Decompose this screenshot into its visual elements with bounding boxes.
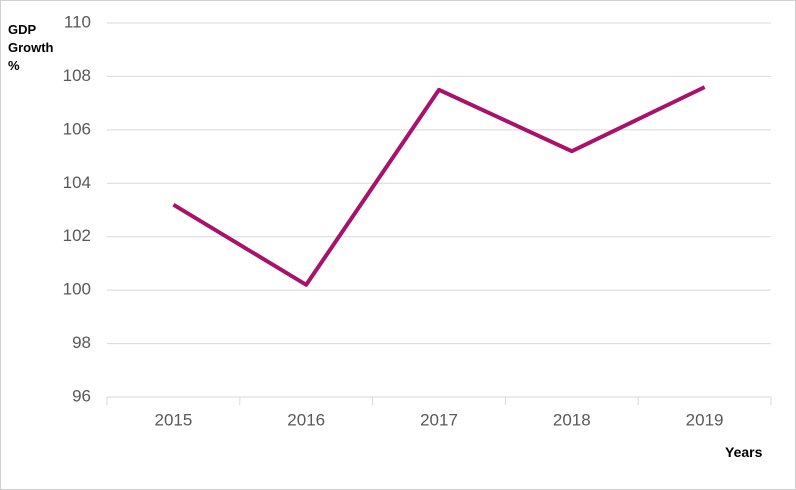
data-line: [172, 85, 706, 287]
x-tick-label: 2016: [287, 410, 325, 429]
y-tick-label: 102: [63, 226, 91, 245]
y-tick-label: 100: [63, 280, 91, 299]
x-axis-label: Years: [725, 444, 763, 460]
y-tick-label: 104: [63, 173, 91, 192]
y-tick-label: 106: [63, 119, 91, 138]
y-tick-label: 110: [64, 12, 91, 31]
x-tick-label: 2018: [553, 410, 591, 429]
y-tick-label: 108: [63, 66, 91, 85]
y-tick-label: 96: [72, 386, 91, 405]
y-axis-label: GDP Growth %: [8, 22, 54, 73]
y-tick-label: 98: [72, 333, 91, 352]
x-tick-label: 2017: [420, 410, 458, 429]
x-tick-label: 2015: [154, 410, 192, 429]
x-tick-label: 2019: [686, 410, 724, 429]
